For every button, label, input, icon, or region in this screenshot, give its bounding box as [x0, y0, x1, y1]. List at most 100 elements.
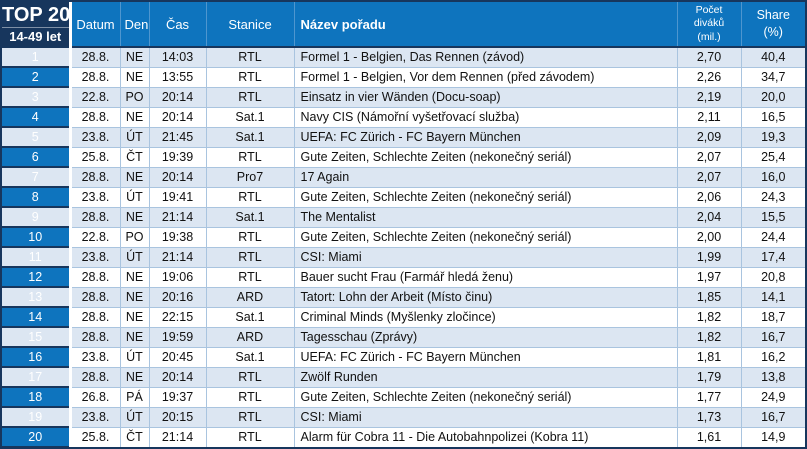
- table-body: 1 28.8. NE 14:03 RTL Formel 1 - Belgien, Das …: [2, 47, 805, 447]
- den-cell: NE: [119, 287, 149, 308]
- den-cell: NE: [119, 207, 149, 228]
- pocet-cell: 2,26: [676, 67, 741, 88]
- rank-cell: 7: [2, 167, 72, 188]
- rank-cell: 9: [2, 207, 72, 228]
- rank-cell: 8: [2, 187, 72, 208]
- pocet-cell: 2,00: [676, 227, 741, 248]
- datum-cell: 23.8.: [70, 247, 120, 268]
- share-cell: 13,8: [740, 367, 805, 388]
- nazev-cell: CSI: Miami: [293, 247, 677, 268]
- share-cell: 34,7: [740, 67, 805, 88]
- stanice-cell: RTL: [205, 247, 294, 268]
- nazev-cell: Bauer sucht Frau (Farmář hledá ženu): [293, 267, 677, 288]
- table-row: 17 28.8. NE 20:14 RTL Zwölf Runden 1,79 13,8: [2, 367, 805, 388]
- datum-cell: 28.8.: [70, 107, 120, 128]
- datum-cell: 23.8.: [70, 187, 120, 208]
- datum-cell: 26.8.: [70, 387, 120, 408]
- share-cell: 16,5: [740, 107, 805, 128]
- rank-cell: 18: [2, 387, 72, 408]
- nazev-cell: Formel 1 - Belgien, Das Rennen (závod): [293, 47, 677, 68]
- share-cell: 24,4: [740, 227, 805, 248]
- cas-cell: 19:37: [148, 387, 206, 408]
- share-cell: 15,5: [740, 207, 805, 228]
- den-cell: ÚT: [119, 187, 149, 208]
- table-row: 1 28.8. NE 14:03 RTL Formel 1 - Belgien, Das …: [2, 47, 805, 68]
- rank-cell: 17: [2, 367, 72, 388]
- table-row: 8 23.8. ÚT 19:41 RTL Gute Zeiten, Schlechte Z…: [2, 187, 805, 208]
- cas-cell: 19:06: [148, 267, 206, 288]
- den-cell: NE: [119, 47, 149, 68]
- datum-cell: 28.8.: [70, 167, 120, 188]
- nazev-cell: Einsatz in vier Wänden (Docu-soap): [293, 87, 677, 108]
- table-row: 15 28.8. NE 19:59 ARD Tagesschau (Zprávy) 1,82…: [2, 327, 805, 348]
- rank-cell: 2: [2, 67, 72, 88]
- col-header-nazev: Název pořadu: [293, 2, 677, 48]
- share-cell: 25,4: [740, 147, 805, 168]
- rank-cell: 1: [2, 47, 72, 68]
- corner-cell: TOP 20 14-49 let: [2, 2, 72, 48]
- nazev-cell: Criminal Minds (Myšlenky zločince): [293, 307, 677, 328]
- col-header-den: Den: [119, 2, 149, 48]
- nazev-cell: Alarm für Cobra 11 - Die Autobahnpolizei…: [293, 427, 677, 447]
- cas-cell: 20:16: [148, 287, 206, 308]
- nazev-cell: Gute Zeiten, Schlechte Zeiten (nekonečný…: [293, 387, 677, 408]
- rank-cell: 16: [2, 347, 72, 368]
- datum-cell: 28.8.: [70, 287, 120, 308]
- nazev-cell: Gute Zeiten, Schlechte Zeiten (nekonečný…: [293, 187, 677, 208]
- col-header-datum: Datum: [70, 2, 120, 48]
- col-header-share: Share (%): [740, 2, 805, 48]
- share-cell: 16,7: [740, 327, 805, 348]
- table-row: 5 23.8. ÚT 21:45 Sat.1 UEFA: FC Zürich - FC B…: [2, 127, 805, 148]
- den-cell: NE: [119, 167, 149, 188]
- nazev-cell: Zwölf Runden: [293, 367, 677, 388]
- cas-cell: 20:14: [148, 107, 206, 128]
- datum-cell: 23.8.: [70, 407, 120, 428]
- share-cell: 20,0: [740, 87, 805, 108]
- table-row: 2 28.8. NE 13:55 RTL Formel 1 - Belgien, Vor …: [2, 67, 805, 88]
- stanice-cell: Sat.1: [205, 207, 294, 228]
- den-cell: NE: [119, 307, 149, 328]
- pocet-cell: 2,11: [676, 107, 741, 128]
- cas-cell: 20:14: [148, 167, 206, 188]
- cas-cell: 19:39: [148, 147, 206, 168]
- stanice-cell: RTL: [205, 267, 294, 288]
- pocet-cell: 2,04: [676, 207, 741, 228]
- stanice-cell: Sat.1: [205, 127, 294, 148]
- datum-cell: 28.8.: [70, 67, 120, 88]
- den-cell: NE: [119, 367, 149, 388]
- stanice-cell: RTL: [205, 227, 294, 248]
- col-header-pocet-divaku: Počet diváků (mil.): [676, 2, 741, 48]
- table-row: 13 28.8. NE 20:16 ARD Tatort: Lohn der Arbeit…: [2, 287, 805, 308]
- rank-cell: 12: [2, 267, 72, 288]
- datum-cell: 28.8.: [70, 207, 120, 228]
- cas-cell: 21:45: [148, 127, 206, 148]
- nazev-cell: Formel 1 - Belgien, Vor dem Rennen (před…: [293, 67, 677, 88]
- table-row: 6 25.8. ČT 19:39 RTL Gute Zeiten, Schlechte Z…: [2, 147, 805, 168]
- rank-cell: 15: [2, 327, 72, 348]
- share-cell: 16,7: [740, 407, 805, 428]
- stanice-cell: Sat.1: [205, 107, 294, 128]
- stanice-cell: RTL: [205, 387, 294, 408]
- datum-cell: 28.8.: [70, 47, 120, 68]
- stanice-cell: RTL: [205, 147, 294, 168]
- stanice-cell: RTL: [205, 47, 294, 68]
- rank-cell: 3: [2, 87, 72, 108]
- rank-cell: 4: [2, 107, 72, 128]
- pocet-cell: 2,07: [676, 167, 741, 188]
- den-cell: ÚT: [119, 247, 149, 268]
- stanice-cell: Pro7: [205, 167, 294, 188]
- cas-cell: 21:14: [148, 207, 206, 228]
- cas-cell: 20:45: [148, 347, 206, 368]
- share-cell: 14,1: [740, 287, 805, 308]
- den-cell: ÚT: [119, 127, 149, 148]
- den-cell: PÁ: [119, 387, 149, 408]
- stanice-cell: Sat.1: [205, 307, 294, 328]
- den-cell: ÚT: [119, 407, 149, 428]
- nazev-cell: Tatort: Lohn der Arbeit (Místo činu): [293, 287, 677, 308]
- table-row: 7 28.8. NE 20:14 Pro7 17 Again 2,07 16,0: [2, 167, 805, 188]
- rank-cell: 20: [2, 427, 72, 447]
- pocet-cell: 1,82: [676, 307, 741, 328]
- cas-cell: 14:03: [148, 47, 206, 68]
- nazev-cell: The Mentalist: [293, 207, 677, 228]
